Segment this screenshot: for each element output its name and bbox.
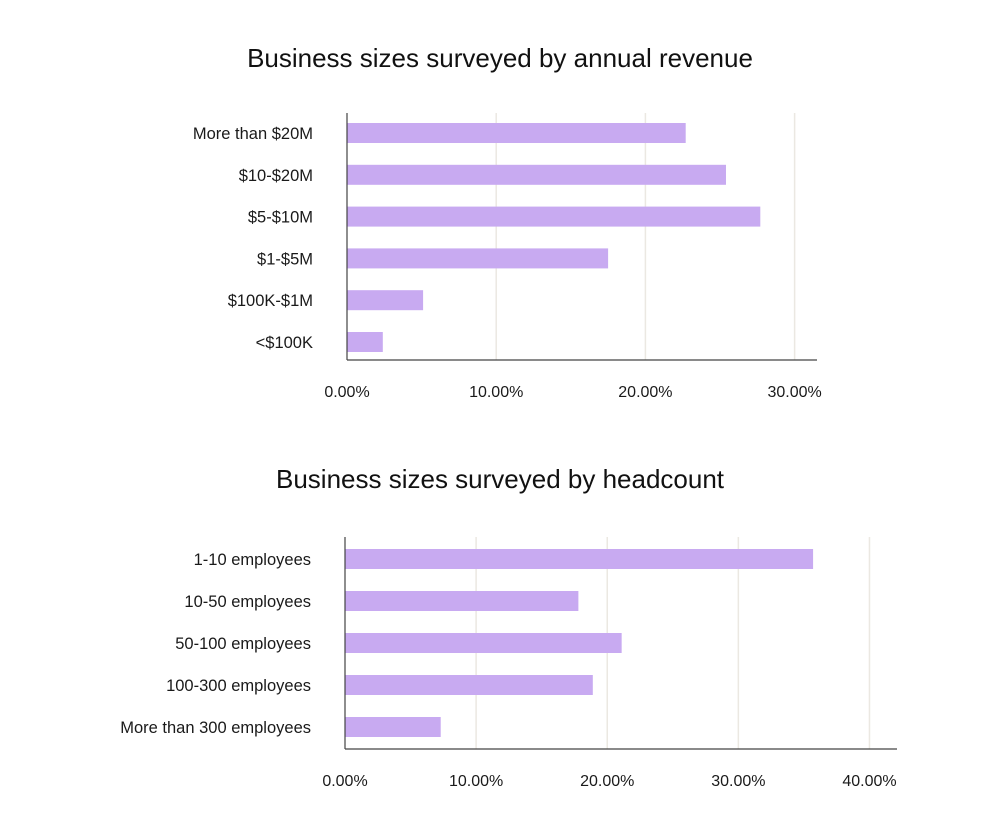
category-label: 100-300 employees <box>166 677 311 695</box>
bar <box>347 206 761 227</box>
category-label: More than $20M <box>193 125 313 143</box>
bar <box>345 717 441 737</box>
category-label: 1-10 employees <box>194 551 311 569</box>
bar <box>347 123 686 143</box>
bar <box>347 332 383 352</box>
x-tick-label: 0.00% <box>324 384 369 401</box>
x-tick-label: 20.00% <box>580 773 634 790</box>
category-label: More than 300 employees <box>120 719 311 737</box>
bar <box>345 675 593 695</box>
revenue-chart: Business sizes surveyed by annual revenu… <box>193 43 822 401</box>
bar <box>345 549 814 569</box>
x-tick-label: 10.00% <box>469 384 523 401</box>
headcount-chart: Business sizes surveyed by headcount 0.0… <box>120 464 897 790</box>
category-label: $5-$10M <box>248 209 313 227</box>
bar <box>347 248 609 269</box>
x-tick-label: 10.00% <box>449 773 503 790</box>
category-label: 10-50 employees <box>184 593 311 611</box>
x-tick-label: 30.00% <box>767 384 821 401</box>
chart-title: Business sizes surveyed by annual revenu… <box>247 43 753 73</box>
category-label: $100K-$1M <box>228 292 313 310</box>
x-tick-label: 40.00% <box>842 773 896 790</box>
bar <box>347 290 424 311</box>
category-label: <$100K <box>256 334 313 352</box>
category-label: $10-$20M <box>239 167 313 185</box>
chart-title: Business sizes surveyed by headcount <box>276 464 725 494</box>
x-tick-label: 20.00% <box>618 384 672 401</box>
category-label: 50-100 employees <box>175 635 311 653</box>
bar <box>347 164 726 185</box>
x-tick-label: 0.00% <box>322 773 367 790</box>
category-label: $1-$5M <box>257 250 313 268</box>
bar <box>345 591 579 611</box>
bar <box>345 633 622 653</box>
x-tick-label: 30.00% <box>711 773 765 790</box>
